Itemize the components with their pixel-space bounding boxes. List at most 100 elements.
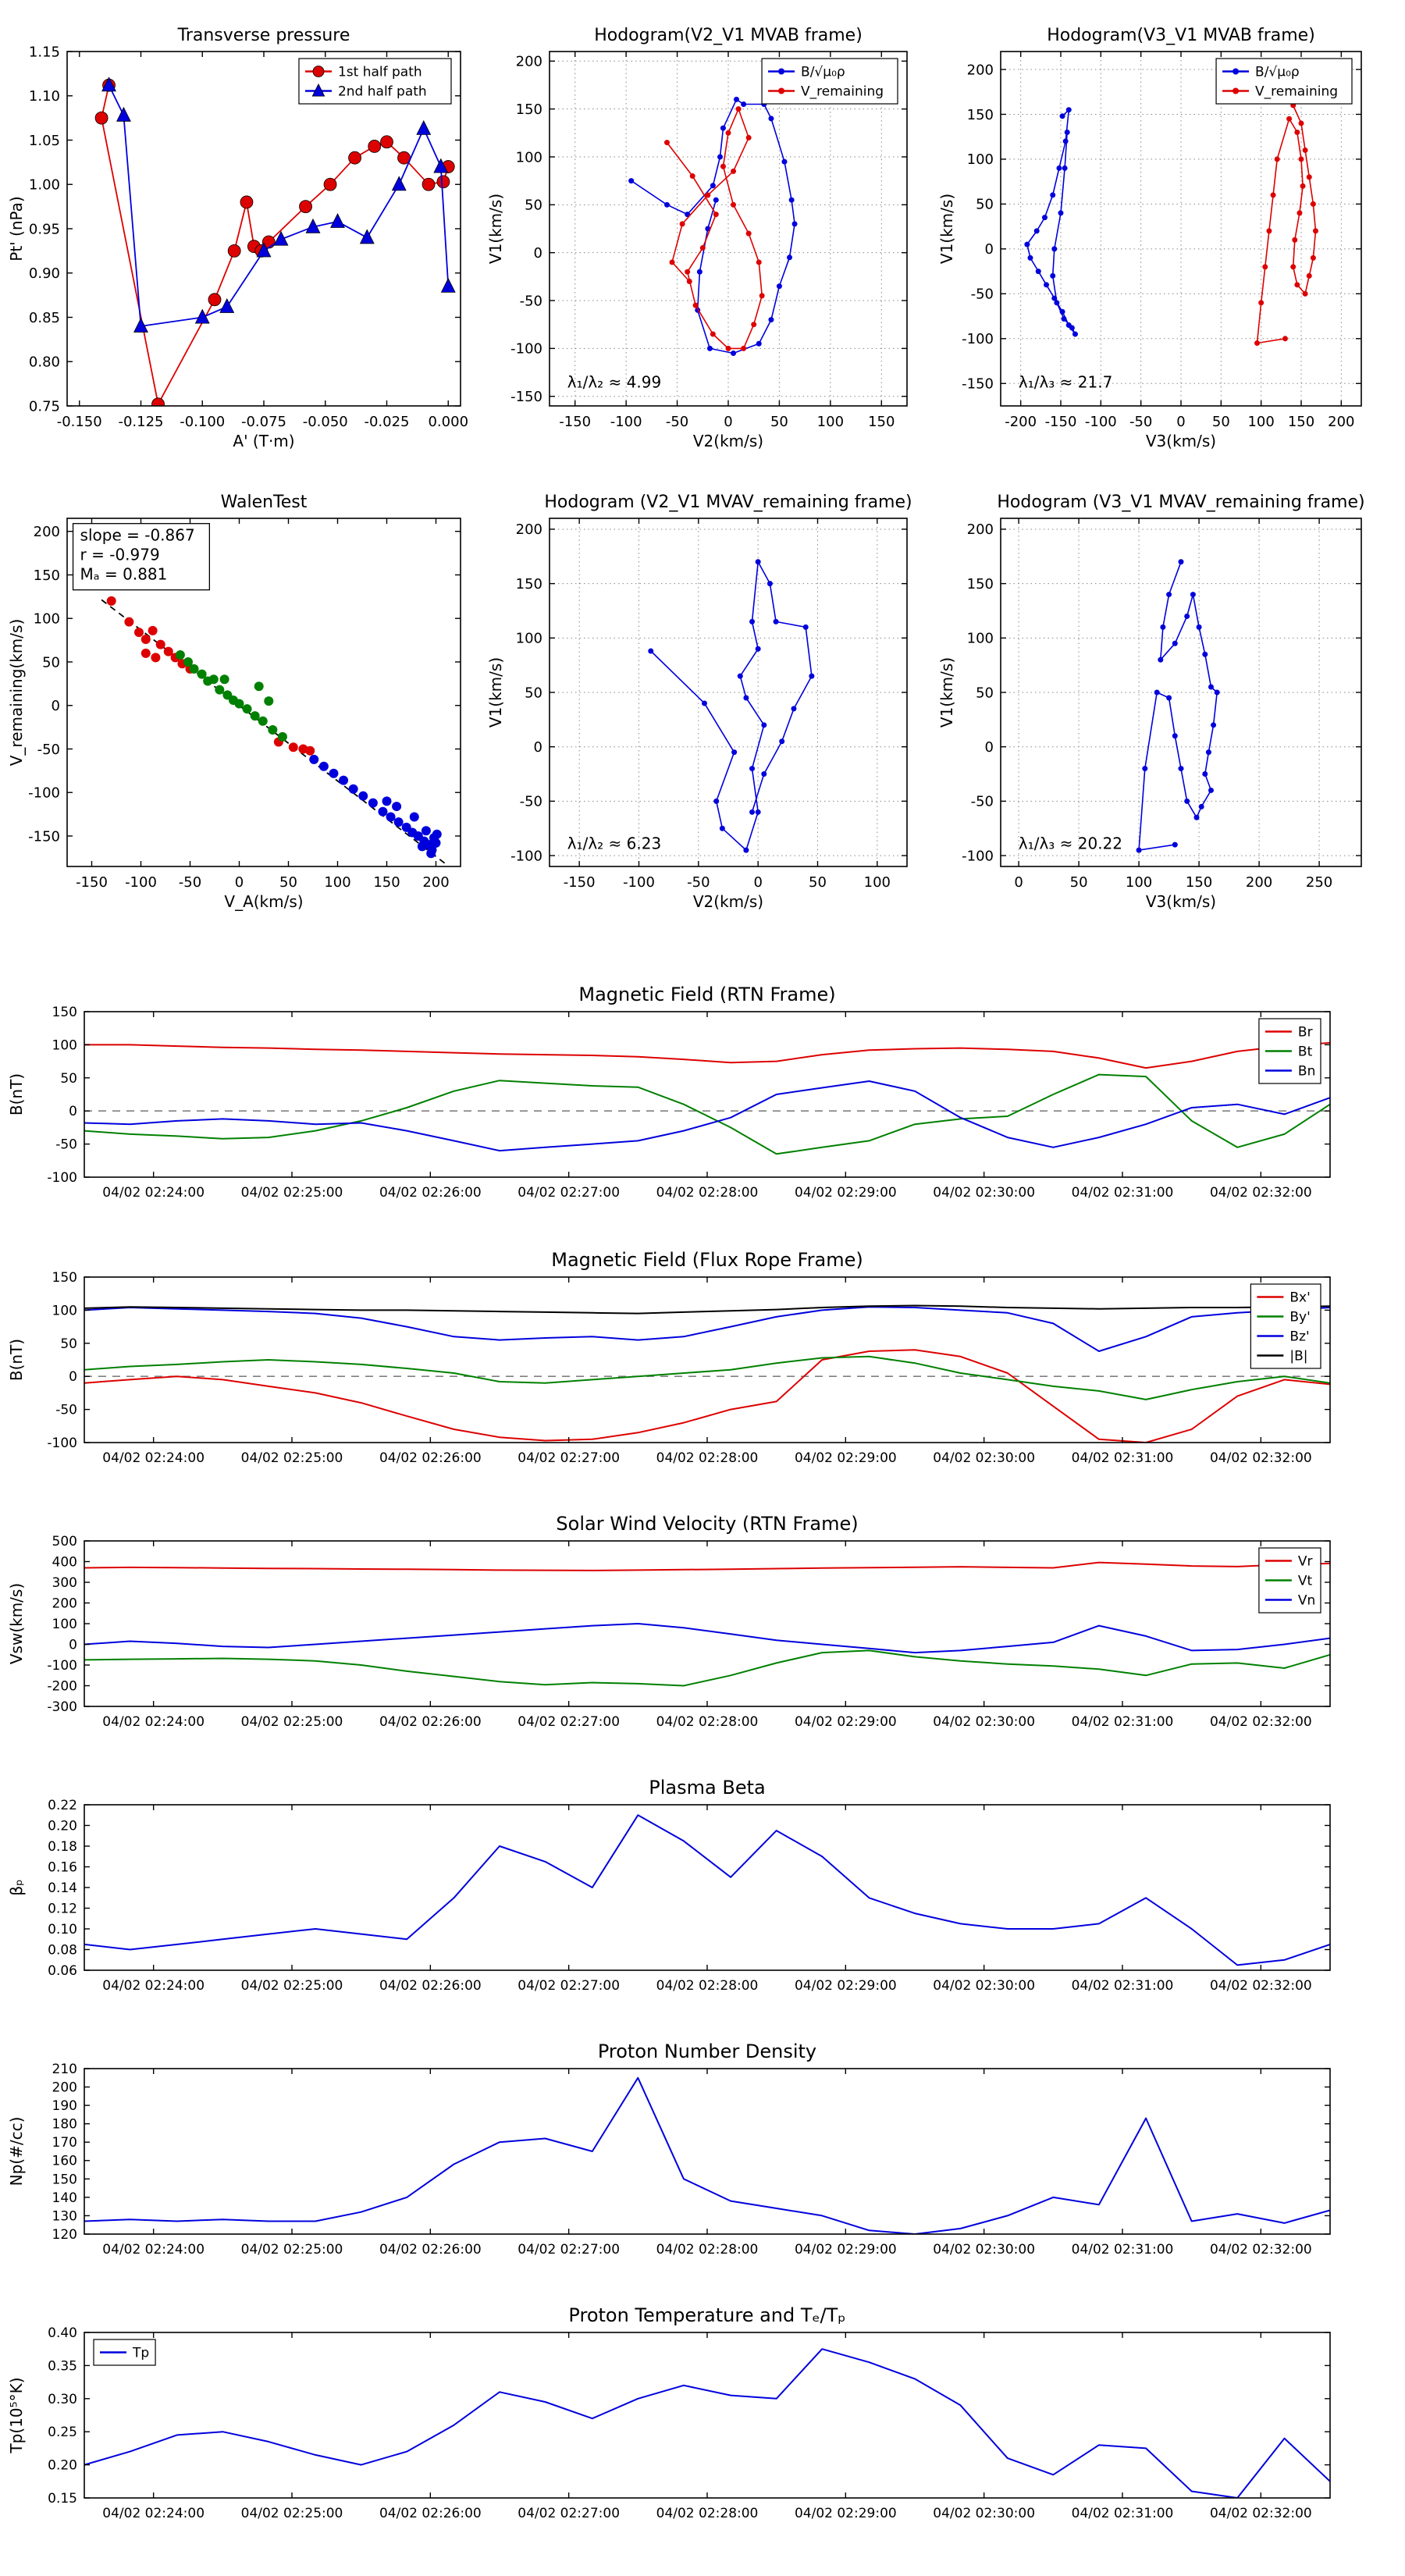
svg-text:Tp(10⁵°K): Tp(10⁵°K) (7, 2377, 26, 2453)
svg-text:04/02 02:30:00: 04/02 02:30:00 (933, 1978, 1035, 1994)
svg-text:04/02 02:28:00: 04/02 02:28:00 (656, 1978, 759, 1994)
svg-text:Tp: Tp (132, 2345, 149, 2361)
svg-text:-150: -150 (564, 874, 596, 891)
svg-text:04/02 02:30:00: 04/02 02:30:00 (933, 1714, 1035, 1730)
svg-text:0.22: 0.22 (48, 1798, 77, 1813)
svg-text:-100: -100 (28, 785, 60, 802)
svg-text:150: 150 (373, 874, 400, 891)
panel-hodogram-v2v1-mvav: -150 -100 -50 0 50 100 -100 -50 0 50 100 150 200 Hodo… (486, 478, 918, 913)
svg-text:0.000: 0.000 (428, 414, 468, 430)
svg-text:100: 100 (1247, 414, 1274, 430)
svg-text:190: 190 (52, 2098, 77, 2114)
svg-text:50: 50 (1070, 874, 1088, 891)
svg-text:0.30: 0.30 (48, 2392, 77, 2407)
panel-magnetic-field-rtn: 04/02 02:24:00 04/02 02:25:00 04/02 02:26:… (6, 974, 1399, 1210)
svg-text:0.25: 0.25 (48, 2425, 77, 2440)
svg-text:170: 170 (52, 2135, 77, 2151)
svg-text:50: 50 (42, 654, 60, 671)
svg-text:04/02 02:28:00: 04/02 02:28:00 (656, 1185, 759, 1201)
svg-text:Solar Wind Velocity (RTN Frame: Solar Wind Velocity (RTN Frame) (556, 1513, 858, 1535)
svg-text:150: 150 (516, 576, 542, 592)
svg-text:50: 50 (809, 874, 827, 891)
svg-text:Plasma Beta: Plasma Beta (649, 1777, 765, 1799)
svg-text:100: 100 (52, 1617, 77, 1632)
svg-text:βₚ: βₚ (7, 1879, 26, 1895)
svg-text:50: 50 (525, 685, 542, 701)
svg-text:04/02 02:31:00: 04/02 02:31:00 (1072, 2506, 1174, 2521)
svg-text:50: 50 (60, 1071, 77, 1087)
svg-text:-50: -50 (971, 794, 994, 810)
svg-text:V3(km/s): V3(km/s) (1146, 432, 1216, 450)
svg-text:150: 150 (1186, 874, 1212, 891)
svg-text:Pt' (nPa): Pt' (nPa) (7, 196, 26, 261)
svg-text:-150: -150 (28, 828, 60, 845)
svg-text:150: 150 (1288, 414, 1314, 430)
svg-text:150: 150 (967, 576, 994, 592)
svg-text:0: 0 (985, 241, 994, 258)
svg-text:140: 140 (52, 2190, 77, 2206)
svg-text:V1(km/s): V1(km/s) (486, 657, 505, 728)
svg-text:-0.075: -0.075 (241, 414, 286, 430)
svg-text:50: 50 (525, 197, 542, 214)
svg-text:100: 100 (34, 611, 60, 628)
svg-text:0.06: 0.06 (48, 1963, 77, 1979)
svg-text:04/02 02:25:00: 04/02 02:25:00 (241, 1978, 343, 1994)
svg-text:0.75: 0.75 (29, 398, 60, 415)
svg-text:150: 150 (967, 107, 994, 123)
svg-text:150: 150 (868, 414, 895, 430)
svg-text:100: 100 (516, 149, 542, 165)
panel-transverse-pressure: -0.150 -0.125 -0.100 -0.075 -0.050 -0.025 0.00… (6, 11, 471, 453)
svg-text:0.16: 0.16 (48, 1859, 77, 1875)
svg-text:-300: -300 (47, 1699, 77, 1715)
svg-text:1.10: 1.10 (29, 88, 60, 105)
svg-text:400: 400 (52, 1554, 77, 1570)
svg-text:04/02 02:29:00: 04/02 02:29:00 (795, 1185, 897, 1201)
svg-text:100: 100 (324, 874, 350, 891)
svg-text:04/02 02:31:00: 04/02 02:31:00 (1072, 1185, 1174, 1201)
svg-text:100: 100 (516, 631, 542, 647)
svg-text:Vn: Vn (1298, 1592, 1315, 1608)
svg-text:150: 150 (34, 568, 60, 584)
svg-text:04/02 02:24:00: 04/02 02:24:00 (102, 1185, 205, 1201)
svg-text:04/02 02:27:00: 04/02 02:27:00 (518, 1978, 620, 1994)
svg-text:160: 160 (52, 2154, 77, 2169)
svg-text:04/02 02:32:00: 04/02 02:32:00 (1210, 2506, 1312, 2521)
svg-text:-0.025: -0.025 (364, 414, 409, 430)
svg-text:200: 200 (967, 62, 994, 78)
svg-text:130: 130 (52, 2208, 77, 2224)
svg-text:150: 150 (52, 1270, 77, 1286)
svg-text:0: 0 (69, 1369, 77, 1385)
svg-text:04/02 02:26:00: 04/02 02:26:00 (379, 1714, 482, 1730)
svg-text:04/02 02:26:00: 04/02 02:26:00 (379, 2506, 482, 2521)
svg-text:04/02 02:26:00: 04/02 02:26:00 (379, 2242, 482, 2258)
svg-text:Vsw(km/s): Vsw(km/s) (7, 1583, 26, 1664)
svg-text:Np(#/cc): Np(#/cc) (7, 2117, 26, 2186)
svg-text:0: 0 (753, 874, 762, 891)
svg-text:0: 0 (69, 1104, 77, 1119)
svg-text:100: 100 (967, 151, 994, 168)
svg-text:-50: -50 (666, 414, 688, 430)
svg-text:0.20: 0.20 (48, 1818, 77, 1834)
svg-text:Vr: Vr (1298, 1553, 1313, 1569)
svg-text:-0.050: -0.050 (303, 414, 348, 430)
svg-text:-100: -100 (610, 414, 642, 430)
svg-text:Magnetic Field (RTN Frame): Magnetic Field (RTN Frame) (578, 984, 835, 1005)
svg-text:04/02 02:32:00: 04/02 02:32:00 (1210, 1450, 1312, 1466)
svg-text:120: 120 (52, 2227, 77, 2243)
svg-text:0.12: 0.12 (48, 1901, 77, 1916)
svg-text:200: 200 (52, 2080, 77, 2096)
panel-proton-density: 04/02 02:24:00 04/02 02:25:00 04/02 02:26:… (6, 2031, 1399, 2267)
svg-text:04/02 02:27:00: 04/02 02:27:00 (518, 1185, 620, 1201)
svg-text:V_remaining: V_remaining (801, 84, 884, 99)
svg-text:-50: -50 (520, 794, 542, 810)
svg-text:04/02 02:25:00: 04/02 02:25:00 (241, 1450, 343, 1466)
svg-text:Br: Br (1298, 1024, 1313, 1040)
svg-text:B(nT): B(nT) (7, 1073, 26, 1115)
svg-text:0.14: 0.14 (48, 1880, 77, 1896)
svg-text:04/02 02:25:00: 04/02 02:25:00 (241, 1185, 343, 1201)
panel-hodogram-v2v1-mvab: -150 -100 -50 0 50 100 150 -150 -100 -50 0 50 100 150… (486, 11, 918, 453)
svg-text:Mₐ = 0.881: Mₐ = 0.881 (80, 565, 168, 584)
svg-text:V3(km/s): V3(km/s) (1146, 892, 1216, 911)
svg-text:50: 50 (60, 1336, 77, 1352)
svg-text:λ₁/λ₂ ≈ 6.23: λ₁/λ₂ ≈ 6.23 (567, 834, 661, 852)
